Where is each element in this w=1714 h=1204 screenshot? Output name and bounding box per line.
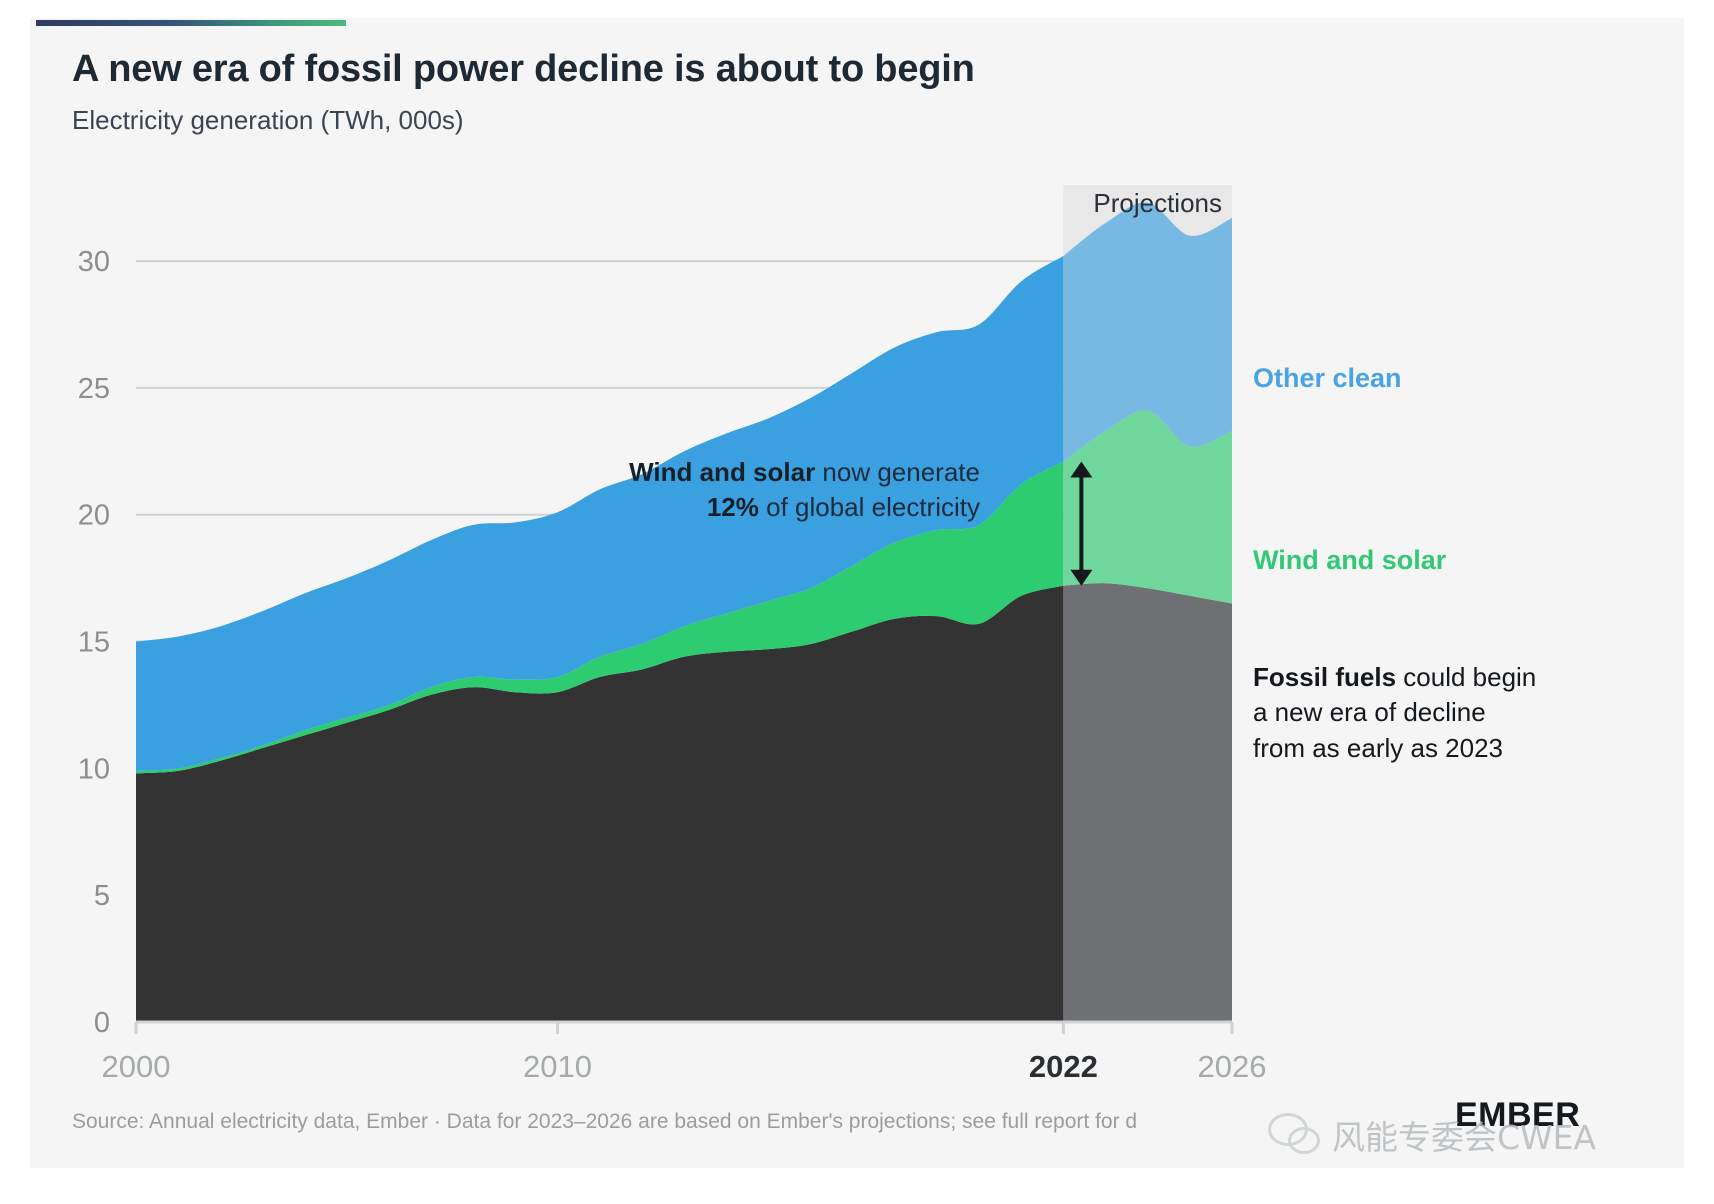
callout-bold-wind-solar: Wind and solar bbox=[629, 457, 816, 487]
wind-solar-measure-arrow bbox=[1070, 461, 1093, 586]
fossil-rest-2: a new era of decline bbox=[1253, 697, 1486, 728]
callout-line1: Wind and solar now generate bbox=[629, 457, 980, 487]
y-tick-20: 20 bbox=[78, 500, 110, 532]
projections-label: Projections bbox=[1093, 188, 1222, 218]
source-note: Source: Annual electricity data, Ember ·… bbox=[72, 1110, 1138, 1133]
y-axis-labels: 0 5 10 15 20 25 30 bbox=[78, 246, 110, 1039]
y-tick-25: 25 bbox=[78, 373, 110, 405]
x-tick-2000: 2000 bbox=[102, 1049, 171, 1084]
y-tick-30: 30 bbox=[78, 246, 110, 278]
watermark-text: 风能专委会CWEA bbox=[1332, 1118, 1597, 1157]
fossil-bold: Fossil fuels bbox=[1253, 662, 1397, 692]
y-tick-15: 15 bbox=[78, 627, 110, 659]
callout-rest-2: of global electricity bbox=[758, 491, 980, 522]
x-axis-labels: 2000 2010 2022 2026 bbox=[102, 1049, 1267, 1084]
series-label-wind-and-solar: Wind and solar bbox=[1253, 545, 1447, 575]
y-tick-10: 10 bbox=[78, 753, 110, 785]
ember-logo: EMBER bbox=[1455, 1095, 1580, 1135]
accent-bar bbox=[36, 20, 346, 26]
y-tick-0: 0 bbox=[94, 1007, 110, 1039]
chart-subtitle: Electricity generation (TWh, 000s) bbox=[72, 105, 464, 135]
x-tick-2010: 2010 bbox=[523, 1049, 592, 1084]
ember-wordmark: EMBER bbox=[1455, 1095, 1581, 1134]
callout-rest-1: now generate bbox=[815, 457, 980, 487]
wechat-icon bbox=[1268, 1113, 1322, 1157]
fossil-rest-3: from as early as 2023 bbox=[1253, 732, 1504, 763]
callout-line2: 12% of global electricity bbox=[707, 492, 980, 522]
fossil-rest-1: could begin bbox=[1396, 662, 1537, 692]
y-tick-5: 5 bbox=[94, 880, 110, 912]
x-tick-2022: 2022 bbox=[1029, 1049, 1098, 1084]
area-chart: 0 5 10 15 20 25 30 2000 2010 2022 2026 Projection… bbox=[78, 185, 1266, 1084]
stacked-areas bbox=[136, 202, 1232, 1022]
callout-wind-solar: Wind and solar now generate 12% of globa… bbox=[560, 455, 980, 524]
callout-bold-pct: 12% bbox=[706, 491, 759, 522]
series-label-other-clean: Other clean bbox=[1253, 363, 1402, 393]
axis-lines bbox=[134, 1020, 1234, 1034]
wechat-watermark: 风能专委会CWEA bbox=[1268, 1090, 1688, 1180]
page-title: A new era of fossil power decline is abo… bbox=[72, 48, 975, 90]
chart-svg: 0 5 10 15 20 25 30 2000 2010 2022 2026 Projection… bbox=[78, 185, 1267, 1084]
series-label-fossil-fuels: Fossil fuels could begin a new era of de… bbox=[1253, 660, 1623, 766]
x-tick-2026: 2026 bbox=[1198, 1049, 1267, 1084]
